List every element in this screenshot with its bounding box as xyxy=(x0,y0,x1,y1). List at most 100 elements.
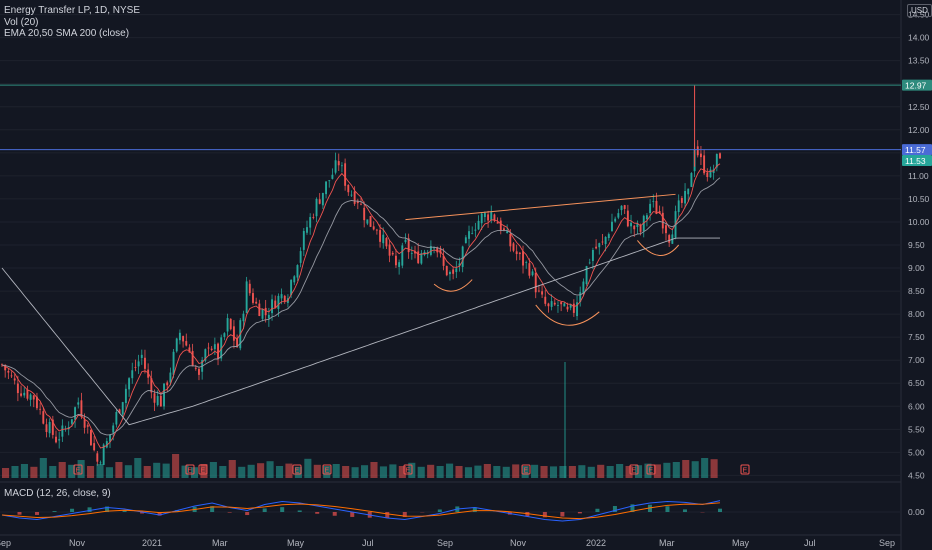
volume-bar xyxy=(398,466,406,478)
volume-bar xyxy=(644,463,652,478)
earnings-marker-label: E xyxy=(406,468,411,475)
candle-body xyxy=(128,378,131,390)
candle-body xyxy=(398,262,401,267)
candle-body xyxy=(569,304,572,308)
price-tick-label: 14.50 xyxy=(908,10,930,20)
candle-body xyxy=(48,421,51,434)
earnings-marker-label: E xyxy=(295,468,300,475)
volume-bar xyxy=(11,466,19,478)
candle-body xyxy=(290,279,293,296)
symbol-label[interactable]: Energy Transfer LP, 1D, NYSE xyxy=(4,5,140,16)
candle-body xyxy=(261,309,264,319)
candle-body xyxy=(102,444,105,465)
candle-body xyxy=(677,200,680,213)
candle-body xyxy=(690,173,693,187)
candle-body xyxy=(309,217,312,228)
currency-badge[interactable]: USD xyxy=(907,4,932,17)
candle-body xyxy=(296,265,299,278)
candle-body xyxy=(277,295,280,309)
candle-body xyxy=(344,163,347,186)
volume-bar xyxy=(58,462,66,478)
candle-body xyxy=(566,306,569,310)
candle-body xyxy=(496,222,499,224)
candle-body xyxy=(217,343,219,360)
candle-body xyxy=(445,266,448,276)
candle-body xyxy=(350,194,353,196)
candle-body xyxy=(557,305,559,306)
candle-body xyxy=(620,205,623,211)
candle-body xyxy=(55,436,57,443)
volume-bar xyxy=(30,466,38,478)
volume-bar xyxy=(634,465,643,478)
candle-body xyxy=(522,251,524,266)
volume-bar xyxy=(294,466,302,478)
candle-body xyxy=(385,238,388,247)
macd-histogram-bar xyxy=(402,512,407,518)
volume-bar xyxy=(710,459,718,478)
candle-body xyxy=(550,301,553,307)
earnings-marker-box xyxy=(646,464,656,475)
candle-body xyxy=(210,348,213,350)
price-tick-label: 10.00 xyxy=(908,217,930,227)
time-tick-label: May xyxy=(732,538,750,548)
candle-body xyxy=(255,301,258,304)
time-tick-label: Sep xyxy=(437,538,453,548)
macd-tick-label: 0.00 xyxy=(908,507,925,517)
candle-body xyxy=(26,389,29,399)
candle-body xyxy=(10,375,13,377)
candle-body xyxy=(474,229,477,231)
time-tick-label: Nov xyxy=(69,538,86,548)
candle-body xyxy=(325,181,328,195)
candle-body xyxy=(166,382,169,386)
ma-indicator-label[interactable]: EMA 20,50 SMA 200 (close) xyxy=(4,28,130,39)
candle-body xyxy=(20,393,23,396)
candle-body xyxy=(109,434,111,442)
earnings-marker: E xyxy=(292,464,302,475)
price-label-box xyxy=(902,154,932,166)
earnings-marker-box xyxy=(403,464,413,475)
price-tick-label: 5.00 xyxy=(908,447,925,457)
volume-bar xyxy=(549,466,558,478)
candle-body xyxy=(363,207,366,221)
candle-body xyxy=(236,338,239,348)
volume-bar xyxy=(39,458,47,478)
volume-bar xyxy=(285,463,293,478)
candle-body xyxy=(436,247,439,253)
candle-body xyxy=(614,218,617,222)
macd-indicator-label[interactable]: MACD (12, 26, close, 9) xyxy=(4,488,111,499)
volume-bar xyxy=(474,465,482,478)
candle-body xyxy=(626,210,629,227)
earnings-marker-box xyxy=(198,464,208,475)
volume-bar xyxy=(115,462,123,478)
candle-body xyxy=(198,368,200,375)
candle-body xyxy=(267,314,270,319)
candle-body xyxy=(315,199,318,217)
candle-body xyxy=(541,291,544,295)
macd-histogram-bar xyxy=(157,512,162,516)
macd-histogram-bar xyxy=(70,508,75,512)
earnings-marker-label: E xyxy=(649,468,654,475)
candle-body xyxy=(665,225,667,234)
candle-body xyxy=(604,236,607,245)
candle-body xyxy=(124,388,127,403)
volume-bar xyxy=(616,464,624,478)
right-shoulder-arc xyxy=(637,240,680,256)
candle-body xyxy=(588,262,591,264)
candle-body xyxy=(611,221,613,232)
candle-body xyxy=(471,233,474,234)
volume-indicator-label[interactable]: Vol (20) xyxy=(4,16,39,28)
macd-histogram-bar xyxy=(122,510,127,512)
candle-body xyxy=(302,231,305,250)
candle-body xyxy=(318,199,321,204)
candle-body xyxy=(553,302,556,305)
candle-body xyxy=(414,251,416,254)
volume-bar xyxy=(162,463,170,478)
earnings-marker-box xyxy=(73,464,83,475)
earnings-marker-label: E xyxy=(325,468,330,475)
candle-body xyxy=(356,200,359,204)
candle-body xyxy=(144,357,146,369)
candle-body xyxy=(242,313,245,322)
earnings-marker: E xyxy=(198,464,208,475)
candle-body xyxy=(706,172,709,177)
